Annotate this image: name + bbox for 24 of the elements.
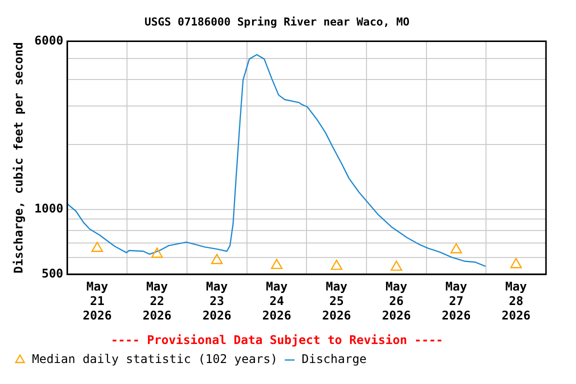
legend-label: Median daily statistic (102 years)	[32, 352, 278, 366]
x-tick-label: May 23 2026	[202, 280, 232, 323]
point	[151, 248, 163, 258]
x-tick-label: May 24 2026	[262, 280, 292, 323]
legend-label: Discharge	[302, 352, 367, 366]
x-tick-label: May 25 2026	[322, 280, 352, 323]
point	[211, 254, 223, 264]
point	[91, 242, 104, 252]
y-tick-label: 6000	[34, 33, 64, 48]
y-axis-title: Discharge, cubic feet per second	[11, 42, 26, 274]
x-tick-label: May 27 2026	[442, 280, 471, 323]
point	[330, 260, 342, 270]
x-tick-label: May 26 2026	[382, 280, 411, 323]
y-tick-label: 500	[42, 266, 64, 281]
y-tick-label: 1000	[34, 201, 64, 216]
point	[450, 243, 462, 254]
x-tick-label: May 21 2026	[82, 280, 112, 323]
text: ---- Provisional Data Subject to Revision ----	[110, 332, 444, 347]
chart-title: USGS 07186000 Spring River near Waco, MO	[144, 15, 410, 28]
point	[270, 258, 283, 270]
point	[390, 260, 402, 271]
point	[510, 258, 522, 268]
x-tick-label: May 28 2026	[502, 280, 531, 323]
x-tick-label: May 22 2026	[142, 280, 172, 323]
